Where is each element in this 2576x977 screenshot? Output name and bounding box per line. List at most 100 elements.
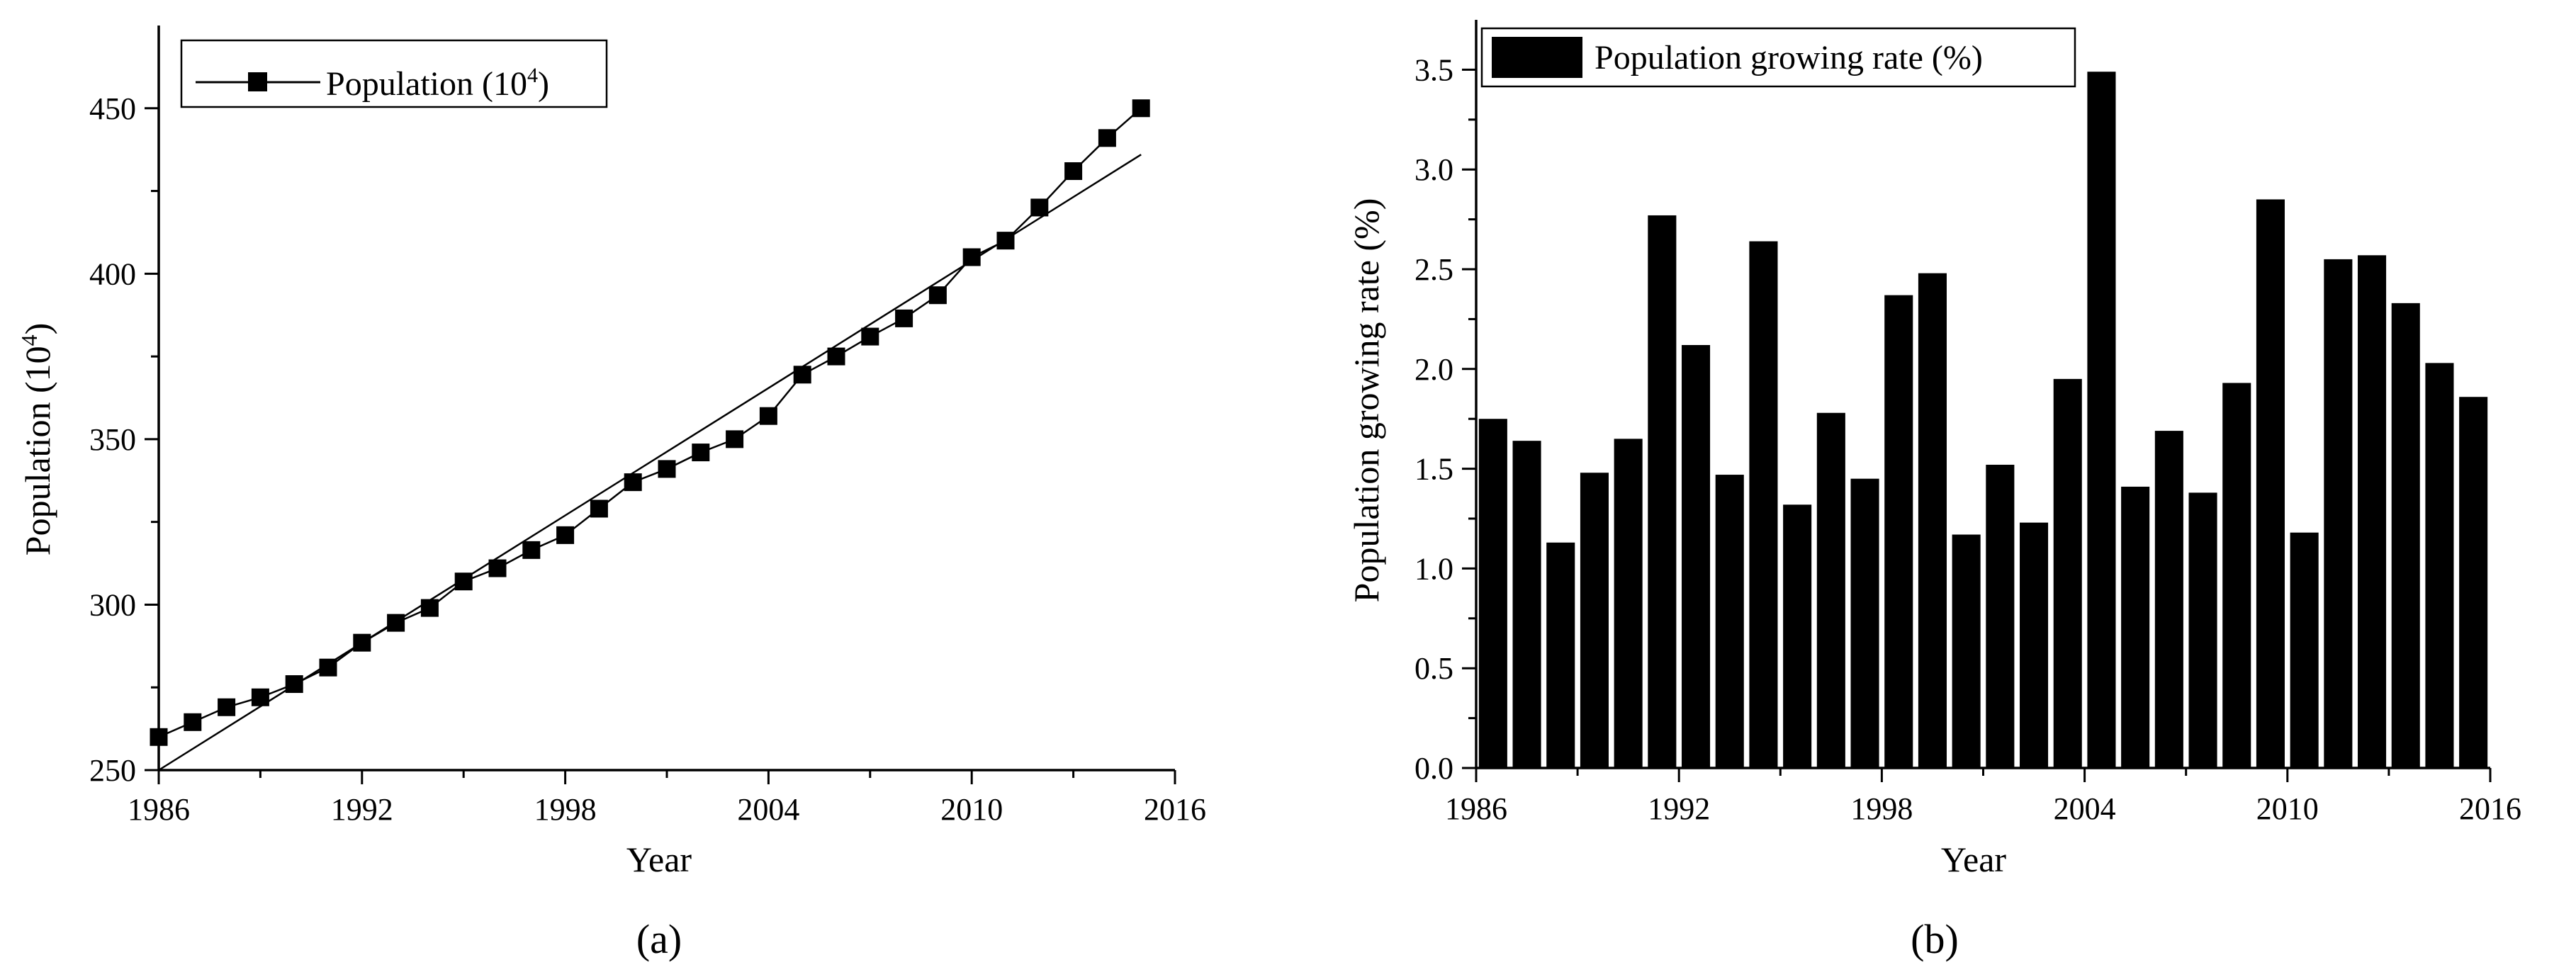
panel-b-y-tick-label: 1.5	[1414, 452, 1453, 487]
growth-bar-2004	[2087, 72, 2116, 768]
growth-bar-1992	[1682, 345, 1711, 768]
panel-a-axes	[157, 26, 1175, 772]
panel-b-y-tick-label: 2.0	[1414, 352, 1453, 387]
population-point-2000	[624, 473, 642, 492]
population-point-2007	[861, 327, 879, 346]
growth-bar-1997	[1850, 478, 1879, 768]
growth-bar-2006	[2154, 431, 2183, 768]
growth-bar-1987	[1512, 441, 1541, 768]
panel-b-x-tick-label: 1986	[1445, 791, 1507, 826]
growth-bar-2011	[2324, 259, 2353, 768]
population-point-2005	[793, 366, 811, 384]
population-point-1994	[420, 599, 439, 617]
growth-bar-1993	[1715, 475, 1744, 768]
panel-a-legend-label: Population (104)	[326, 64, 549, 103]
growth-bar-2014	[2425, 363, 2454, 768]
panel-a-y-tick-label: 250	[89, 753, 136, 788]
growth-bar-1988	[1546, 542, 1575, 768]
population-point-2001	[658, 460, 676, 478]
panel-a-plot-area	[150, 99, 1150, 772]
panel-b-label: (b)	[1911, 916, 1959, 962]
panel-b-y-tick-label: 2.5	[1414, 252, 1453, 287]
panel-a-legend: Population (104)	[180, 39, 608, 108]
panel-b-y-tick-label: 3.5	[1414, 52, 1453, 87]
population-point-1993	[387, 614, 405, 632]
growth-bar-2010	[2290, 532, 2319, 768]
panel-a-x-tick-label: 2016	[1144, 792, 1206, 827]
panel-b-ticks: 1986 1992 1998 2004 2010 2016 0.0 0.5 1.0 1.5 2.0 2…	[1414, 52, 2521, 826]
panel-a-x-axis-label: Year	[626, 840, 692, 879]
panel-b-legend-label: Population growing rate (%)	[1594, 39, 1983, 77]
growth-bar-2013	[2391, 303, 2420, 768]
panel-b-bar-chart: 1986 1992 1998 2004 2010 2016 0.0 0.5 1.0 1.5 2.0 2…	[1346, 20, 2521, 962]
panel-a-y-tick-label: 300	[89, 587, 136, 622]
panel-b-y-tick-label: 0.5	[1414, 651, 1453, 686]
population-point-1991	[319, 658, 337, 677]
panel-b-x-axis-label: Year	[1941, 840, 2006, 879]
growth-bar-1986	[1478, 419, 1507, 768]
population-series-line	[158, 107, 1142, 738]
population-point-2002	[692, 444, 710, 462]
panel-a-x-tick-label: 2010	[940, 792, 1003, 827]
panel-b-x-tick-label: 1998	[1850, 791, 1913, 826]
panel-b-x-tick-label: 2004	[2054, 791, 2116, 826]
population-point-2003	[726, 430, 744, 448]
population-point-2004	[759, 407, 777, 425]
growth-bar-2002	[2020, 522, 2049, 768]
panel-b-y-tick-label: 3.0	[1414, 152, 1453, 187]
panel-a-x-tick-label: 1986	[128, 792, 190, 827]
panel-a-x-tick-label: 2004	[737, 792, 799, 827]
population-point-2010	[962, 248, 981, 266]
growth-bar-2007	[2188, 492, 2217, 768]
growth-bar-2009	[2256, 199, 2285, 768]
growth-bar-2000	[1952, 534, 1981, 768]
population-point-1990	[285, 675, 303, 694]
panel-a-y-tick-label: 350	[89, 422, 136, 457]
population-point-2009	[928, 286, 947, 305]
growth-bar-1994	[1749, 241, 1778, 768]
growth-bar-1999	[1918, 273, 1947, 769]
panel-a-x-tick-label: 1992	[331, 792, 393, 827]
population-point-1996	[488, 559, 507, 577]
growth-bar-2005	[2121, 486, 2150, 768]
growth-bar-1989	[1580, 473, 1609, 768]
population-point-2008	[895, 309, 913, 327]
growth-bar-2012	[2358, 255, 2387, 769]
population-point-1997	[522, 541, 541, 559]
population-point-1989	[251, 688, 269, 706]
growth-bar-1995	[1783, 504, 1812, 768]
panel-b-legend: Population growing rate (%)	[1480, 27, 2076, 88]
growth-bar-2015	[2459, 397, 2488, 768]
population-point-2015	[1132, 99, 1150, 118]
panel-a-legend-marker	[248, 72, 267, 91]
panel-b-y-tick-label: 0.0	[1414, 751, 1453, 786]
population-point-2012	[1030, 198, 1049, 217]
panel-b-plot-area	[1478, 72, 2488, 769]
population-point-2014	[1098, 129, 1116, 147]
panel-a-x-tick-label: 1998	[534, 792, 597, 827]
population-point-1998	[556, 526, 575, 544]
growth-bar-1991	[1648, 215, 1677, 768]
panel-b-y-axis-label: Population growing rate (%)	[1346, 198, 1386, 603]
population-point-1992	[353, 633, 371, 652]
population-point-1999	[590, 499, 608, 518]
population-point-2011	[996, 232, 1015, 250]
growth-bar-2001	[1986, 464, 2015, 768]
growth-bar-1996	[1816, 412, 1845, 768]
growth-bar-2003	[2053, 378, 2082, 768]
panel-b-x-tick-label: 1992	[1648, 791, 1710, 826]
panel-b-x-tick-label: 2016	[2459, 791, 2521, 826]
panel-a-y-tick-label: 450	[89, 91, 136, 126]
population-point-1988	[218, 698, 236, 716]
panel-a-line-chart: 1986 1992 1998 2004 2010 2016250300350400450 …	[16, 26, 1206, 962]
population-point-2006	[827, 347, 845, 366]
growth-bar-1998	[1884, 295, 1913, 768]
panel-b-x-tick-label: 2010	[2256, 791, 2319, 826]
panel-b-legend-swatch	[1492, 37, 1582, 78]
growth-bar-1990	[1614, 439, 1643, 768]
population-point-1987	[184, 713, 202, 731]
panel-a-y-axis-label: Population (104)	[16, 323, 57, 555]
panel-a-ticks: 1986 1992 1998 2004 2010 2016 250 300 350 400 450	[89, 91, 1206, 827]
population-point-2013	[1064, 162, 1083, 181]
